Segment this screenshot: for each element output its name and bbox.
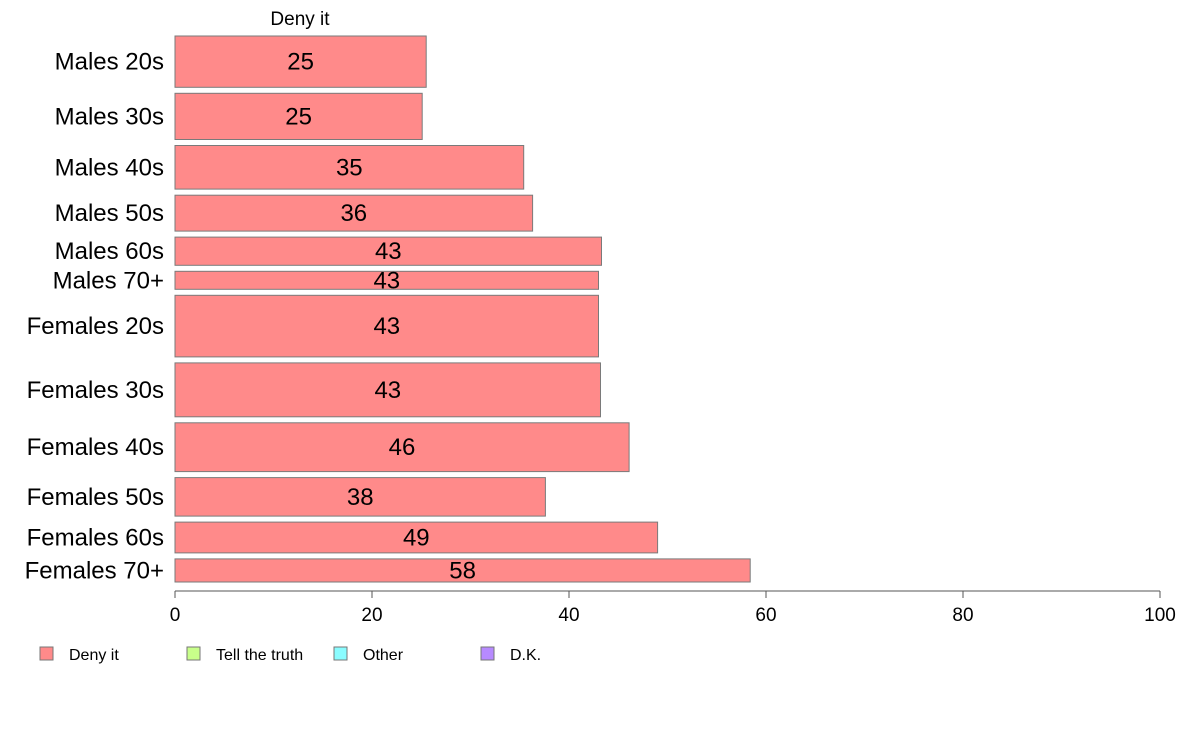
value-label-6: 43 xyxy=(373,313,400,340)
bar-1 xyxy=(174,92,423,141)
bar-4 xyxy=(174,236,602,266)
bar-2 xyxy=(174,145,525,190)
value-label-9: 38 xyxy=(347,484,374,511)
value-label-10: 49 xyxy=(403,525,430,552)
category-label-8: Females 40s xyxy=(27,434,164,461)
legend-label-0: Deny it xyxy=(69,647,119,664)
value-label-2: 35 xyxy=(336,154,363,181)
bar-3 xyxy=(174,194,534,232)
bar-7 xyxy=(174,362,601,418)
category-label-9: Females 50s xyxy=(27,484,164,511)
bar-0 xyxy=(174,35,427,88)
value-label-3: 36 xyxy=(340,200,367,227)
value-label-11: 58 xyxy=(449,557,476,584)
bar-5 xyxy=(174,270,599,290)
x-tick-label-2: 40 xyxy=(558,605,579,626)
value-label-5: 43 xyxy=(373,267,400,294)
bar-11 xyxy=(174,558,751,583)
value-label-7: 43 xyxy=(374,377,401,404)
category-label-4: Males 60s xyxy=(55,238,164,265)
category-label-0: Males 20s xyxy=(55,49,164,76)
category-label-11: Females 70+ xyxy=(25,557,164,584)
bar-9 xyxy=(174,477,546,517)
x-tick-label-3: 60 xyxy=(755,605,776,626)
column-title: Deny it xyxy=(270,9,330,30)
legend-swatch-3 xyxy=(480,646,495,661)
bar-6 xyxy=(174,294,599,358)
category-label-10: Females 60s xyxy=(27,525,164,552)
legend-label-2: Other xyxy=(363,647,404,664)
value-label-1: 25 xyxy=(285,103,312,130)
x-axis: 0 20 40 60 80 100 xyxy=(170,590,1176,626)
value-label-0: 25 xyxy=(287,49,314,76)
legend-swatch-2 xyxy=(333,646,348,661)
category-label-5: Males 70+ xyxy=(53,267,164,294)
x-tick-label-0: 0 xyxy=(170,605,181,626)
x-tick-label-5: 100 xyxy=(1144,605,1176,626)
x-tick-label-1: 20 xyxy=(361,605,382,626)
bars-group: Males 20s 25 Males 30s 25 Males 40s 35 Males 5… xyxy=(25,35,751,584)
legend-label-3: D.K. xyxy=(510,647,541,664)
category-label-7: Females 30s xyxy=(27,377,164,404)
legend-label-1: Tell the truth xyxy=(216,647,303,664)
category-label-1: Males 30s xyxy=(55,103,164,130)
legend-swatch-1 xyxy=(186,646,201,661)
value-label-4: 43 xyxy=(375,238,402,265)
bar-10 xyxy=(174,521,659,554)
legend: Deny it Tell the truth Other D.K. xyxy=(39,646,541,664)
legend-swatch-0 xyxy=(39,646,54,661)
x-tick-label-4: 80 xyxy=(952,605,973,626)
bar-8 xyxy=(174,422,630,473)
category-label-6: Females 20s xyxy=(27,313,164,340)
value-label-8: 46 xyxy=(389,434,416,461)
category-label-2: Males 40s xyxy=(55,154,164,181)
category-label-3: Males 50s xyxy=(55,200,164,227)
